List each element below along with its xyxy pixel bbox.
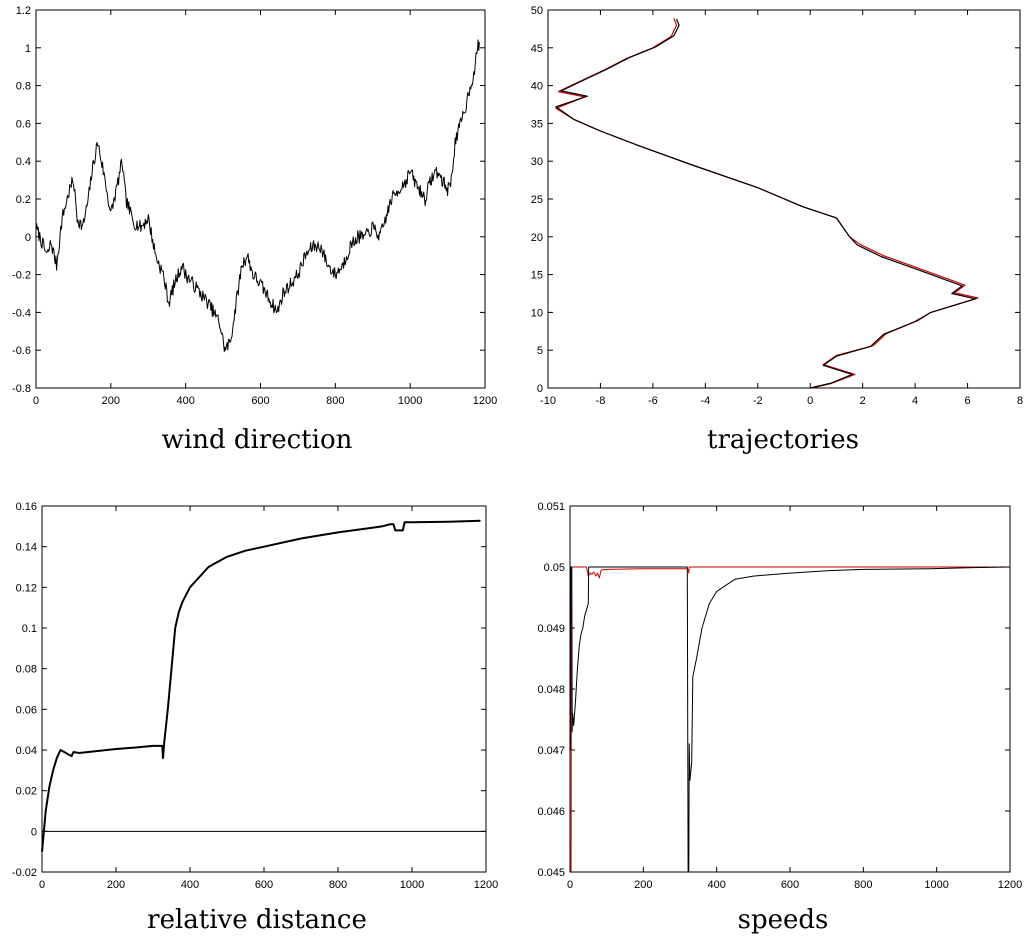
x-tick-label: -8: [596, 395, 606, 407]
x-tick-label: 6: [964, 395, 970, 407]
y-tick-label: 0.2: [16, 194, 31, 206]
plot-frame: [41, 505, 487, 873]
y-tick-label: 0.049: [537, 623, 565, 635]
y-tick-label: -0.8: [12, 383, 31, 395]
chart-caption: speeds: [738, 905, 829, 935]
y-tick-label: 0.045: [537, 867, 565, 879]
y-tick-label: 0: [31, 826, 37, 838]
y-tick-label: 10: [531, 307, 543, 319]
series-line-1: [569, 566, 1011, 873]
y-tick-label: 0.4: [16, 156, 31, 168]
y-tick-label: 40: [531, 81, 543, 93]
x-tick-label: 200: [107, 879, 125, 891]
x-tick-label: 400: [707, 879, 725, 891]
x-tick-label: 0: [807, 395, 813, 407]
x-tick-label: 4: [912, 395, 918, 407]
x-tick-label: -2: [753, 395, 763, 407]
y-tick-label: 0.06: [16, 704, 37, 716]
chart-caption: trajectories: [707, 425, 859, 455]
y-tick-label: -0.6: [12, 345, 31, 357]
x-tick-label: 600: [781, 879, 799, 891]
x-tick-label: 200: [102, 395, 120, 407]
chart-caption: relative distance: [147, 905, 367, 935]
series-line-0: [41, 519, 481, 852]
series-line-0: [35, 39, 480, 353]
x-tick-label: 1200: [474, 879, 498, 891]
y-tick-label: 0: [25, 232, 31, 244]
x-tick-label: 200: [634, 879, 652, 891]
y-tick-label: -0.02: [12, 867, 37, 879]
x-tick-label: -6: [648, 395, 658, 407]
series-line-0: [555, 18, 979, 389]
y-tick-label: 5: [537, 345, 543, 357]
y-tick-label: 0.14: [16, 542, 37, 554]
y-tick-label: 0.051: [537, 501, 565, 513]
y-tick-label: -0.4: [12, 307, 31, 319]
x-tick-label: 800: [329, 879, 347, 891]
y-tick-label: 0.046: [537, 806, 565, 818]
panel-trajectories: -10 -8 -6 -4 -2 0 2 4 6 8 0 5 10 15 20 25 30 35 40 45 50 traj…: [531, 5, 1023, 455]
x-tick-label: 1000: [924, 879, 948, 891]
y-tick-label: 0.02: [16, 786, 37, 798]
y-tick-label: 0.16: [16, 501, 37, 513]
y-tick-label: 45: [531, 43, 543, 55]
y-tick-label: 20: [531, 232, 543, 244]
y-tick-label: 50: [531, 5, 543, 17]
y-tick-label: 0.048: [537, 684, 565, 696]
y-tick-label: 1: [25, 43, 31, 55]
x-tick-label: 600: [251, 395, 269, 407]
panel-relative-distance: 0 200 400 600 800 1000 1200-0.0200.020.040.060…: [12, 501, 498, 935]
y-tick-label: 25: [531, 194, 543, 206]
x-tick-label: 0: [39, 879, 45, 891]
x-tick-label: 400: [181, 879, 199, 891]
x-tick-label: 1200: [998, 879, 1022, 891]
x-tick-label: 400: [176, 395, 194, 407]
x-tick-label: 8: [1017, 395, 1023, 407]
plot-frame: [569, 505, 1011, 873]
x-tick-label: 0: [33, 395, 39, 407]
y-tick-label: -0.2: [12, 270, 31, 282]
x-tick-label: 1200: [473, 395, 497, 407]
series-line-0: [570, 566, 1010, 873]
x-tick-label: -10: [540, 395, 556, 407]
y-tick-label: 0.1: [22, 623, 37, 635]
y-tick-label: 35: [531, 118, 543, 130]
y-tick-label: 0.8: [16, 81, 31, 93]
y-tick-label: 0.047: [537, 745, 565, 757]
x-tick-label: -4: [700, 395, 710, 407]
series-line-1: [555, 18, 976, 389]
y-tick-label: 0.08: [16, 664, 37, 676]
y-tick-label: 0.12: [16, 582, 37, 594]
x-tick-label: 800: [326, 395, 344, 407]
y-tick-label: 30: [531, 156, 543, 168]
y-tick-label: 0: [537, 383, 543, 395]
x-tick-label: 600: [255, 879, 273, 891]
panel-speeds: 0 200 400 600 800 1000 1200 0.045 0.046 0.047 0.04…: [537, 501, 1022, 935]
y-tick-label: 0.05: [544, 562, 565, 574]
plot-frame: [35, 9, 486, 389]
x-tick-label: 0: [567, 879, 573, 891]
chart-caption: wind direction: [162, 425, 353, 455]
y-tick-label: 15: [531, 270, 543, 282]
panel-wind-direction: 0 200 400 600 800 1000 1200 -0.8 -0.6 -0.4 -0.2 0 0.…: [12, 5, 497, 455]
x-tick-label: 1000: [398, 395, 422, 407]
y-tick-label: 1.2: [16, 5, 31, 17]
y-tick-label: 0.04: [16, 745, 37, 757]
y-tick-label: 0.6: [16, 118, 31, 130]
x-tick-label: 2: [860, 395, 866, 407]
x-tick-label: 800: [854, 879, 872, 891]
x-tick-label: 1000: [400, 879, 424, 891]
